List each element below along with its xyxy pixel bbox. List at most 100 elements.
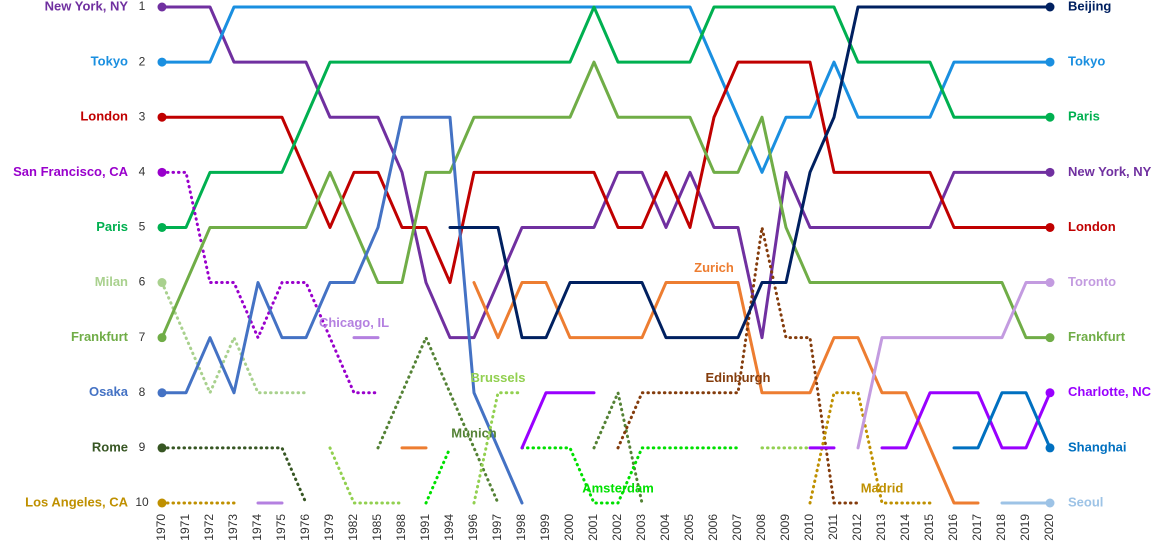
y-tick-label: 3 [139,109,146,123]
x-tick-label: 1997 [490,514,504,541]
end-marker [1045,222,1055,232]
series-label-left: Paris [96,219,128,234]
series-line [160,5,1052,229]
x-tick-label: 2001 [586,514,600,541]
y-tick-label: 5 [139,220,146,234]
x-tick-label: 1970 [154,514,168,541]
x-tick-label: 1985 [370,514,384,541]
end-marker [1045,498,1055,508]
end-marker [1045,57,1055,67]
series-label-right: Tokyo [1068,54,1105,69]
series-label-left: Osaka [89,384,129,399]
series-line [880,391,1052,450]
y-tick-label: 2 [139,54,146,68]
y-tick-label: 9 [139,440,146,454]
series-line [520,391,596,450]
end-marker [1045,333,1055,343]
x-tick-label: 2009 [778,514,792,541]
x-tick-label: 1975 [274,514,288,541]
x-tick-label: 2006 [706,514,720,541]
x-tick-label: 1996 [466,514,480,541]
series-label-right: Seoul [1068,494,1103,509]
x-tick-label: 1974 [250,514,264,541]
x-tick-label: 1998 [514,514,528,541]
series-line [376,336,500,505]
series-line [448,5,1052,340]
series-line [808,391,932,505]
end-marker [1045,443,1055,453]
end-marker [157,167,167,177]
y-tick-label: 8 [139,385,146,399]
series-label-inline: Chicago, IL [319,315,389,330]
series-label-left: San Francisco, CA [13,164,128,179]
series-line [160,115,524,505]
series-label-right: Paris [1068,109,1100,124]
x-tick-label: 1972 [202,514,216,541]
x-tick-label: 2003 [634,514,648,541]
series-label-inline: Munich [451,425,497,440]
x-tick-label: 1976 [298,514,312,541]
series-label-inline: Amsterdam [582,480,654,495]
x-tick-label: 2002 [610,514,624,541]
x-tick-label: 1988 [394,514,408,541]
series-line [424,446,452,505]
series-label-left: New York, NY [45,0,129,13]
x-tick-label: 2019 [1018,514,1032,541]
series-label-inline: Madrid [861,480,904,495]
x-tick-label: 1971 [178,514,192,541]
end-marker [157,2,167,12]
series-label-left: London [80,109,128,124]
y-tick-label: 7 [139,330,146,344]
series-line [520,446,740,505]
series-label-right: Toronto [1068,274,1116,289]
x-tick-label: 2005 [682,514,696,541]
series-line [616,225,860,505]
series-label-left: Milan [95,274,128,289]
x-tick-label: 2016 [946,514,960,541]
series-line [160,170,380,395]
end-marker [157,443,167,453]
series-label-left: Frankfurt [71,329,129,344]
series-line [952,391,1052,450]
x-tick-label: 2010 [802,514,816,541]
y-tick-label: 6 [139,275,146,289]
x-tick-label: 2014 [898,514,912,541]
end-marker [1045,278,1055,288]
x-tick-label: 2000 [562,514,576,541]
x-tick-label: 2008 [754,514,768,541]
x-tick-label: 1979 [322,514,336,541]
x-tick-label: 2013 [874,514,888,541]
series-line [160,446,308,505]
end-marker [157,333,167,343]
series-label-left: Tokyo [91,54,128,69]
x-tick-label: 1999 [538,514,552,541]
x-tick-label: 1982 [346,514,360,541]
end-marker [1045,2,1055,12]
x-tick-label: 2012 [850,514,864,541]
end-marker [1045,167,1055,177]
y-tick-label: 1 [139,0,146,13]
x-tick-label: 1994 [442,514,456,541]
series-line [160,281,308,395]
x-tick-label: 2007 [730,514,744,541]
end-marker [1045,112,1055,122]
series-line [472,391,524,505]
series-line [160,60,1052,285]
end-marker [157,498,167,508]
x-tick-label: 2004 [658,514,672,541]
end-marker [157,222,167,232]
x-tick-label: 2018 [994,514,1008,541]
x-tick-label: 2017 [970,514,984,541]
series-label-right: Charlotte, NC [1068,384,1152,399]
series-label-right: London [1068,219,1116,234]
series-line [328,446,404,505]
y-tick-label: 10 [135,495,149,509]
series-line [160,60,1052,340]
x-tick-label: 1973 [226,514,240,541]
series-label-left: Los Angeles, CA [25,494,128,509]
series-label-left: Rome [92,439,128,454]
end-marker [157,57,167,67]
series-line [856,281,1052,450]
end-marker [157,278,167,288]
